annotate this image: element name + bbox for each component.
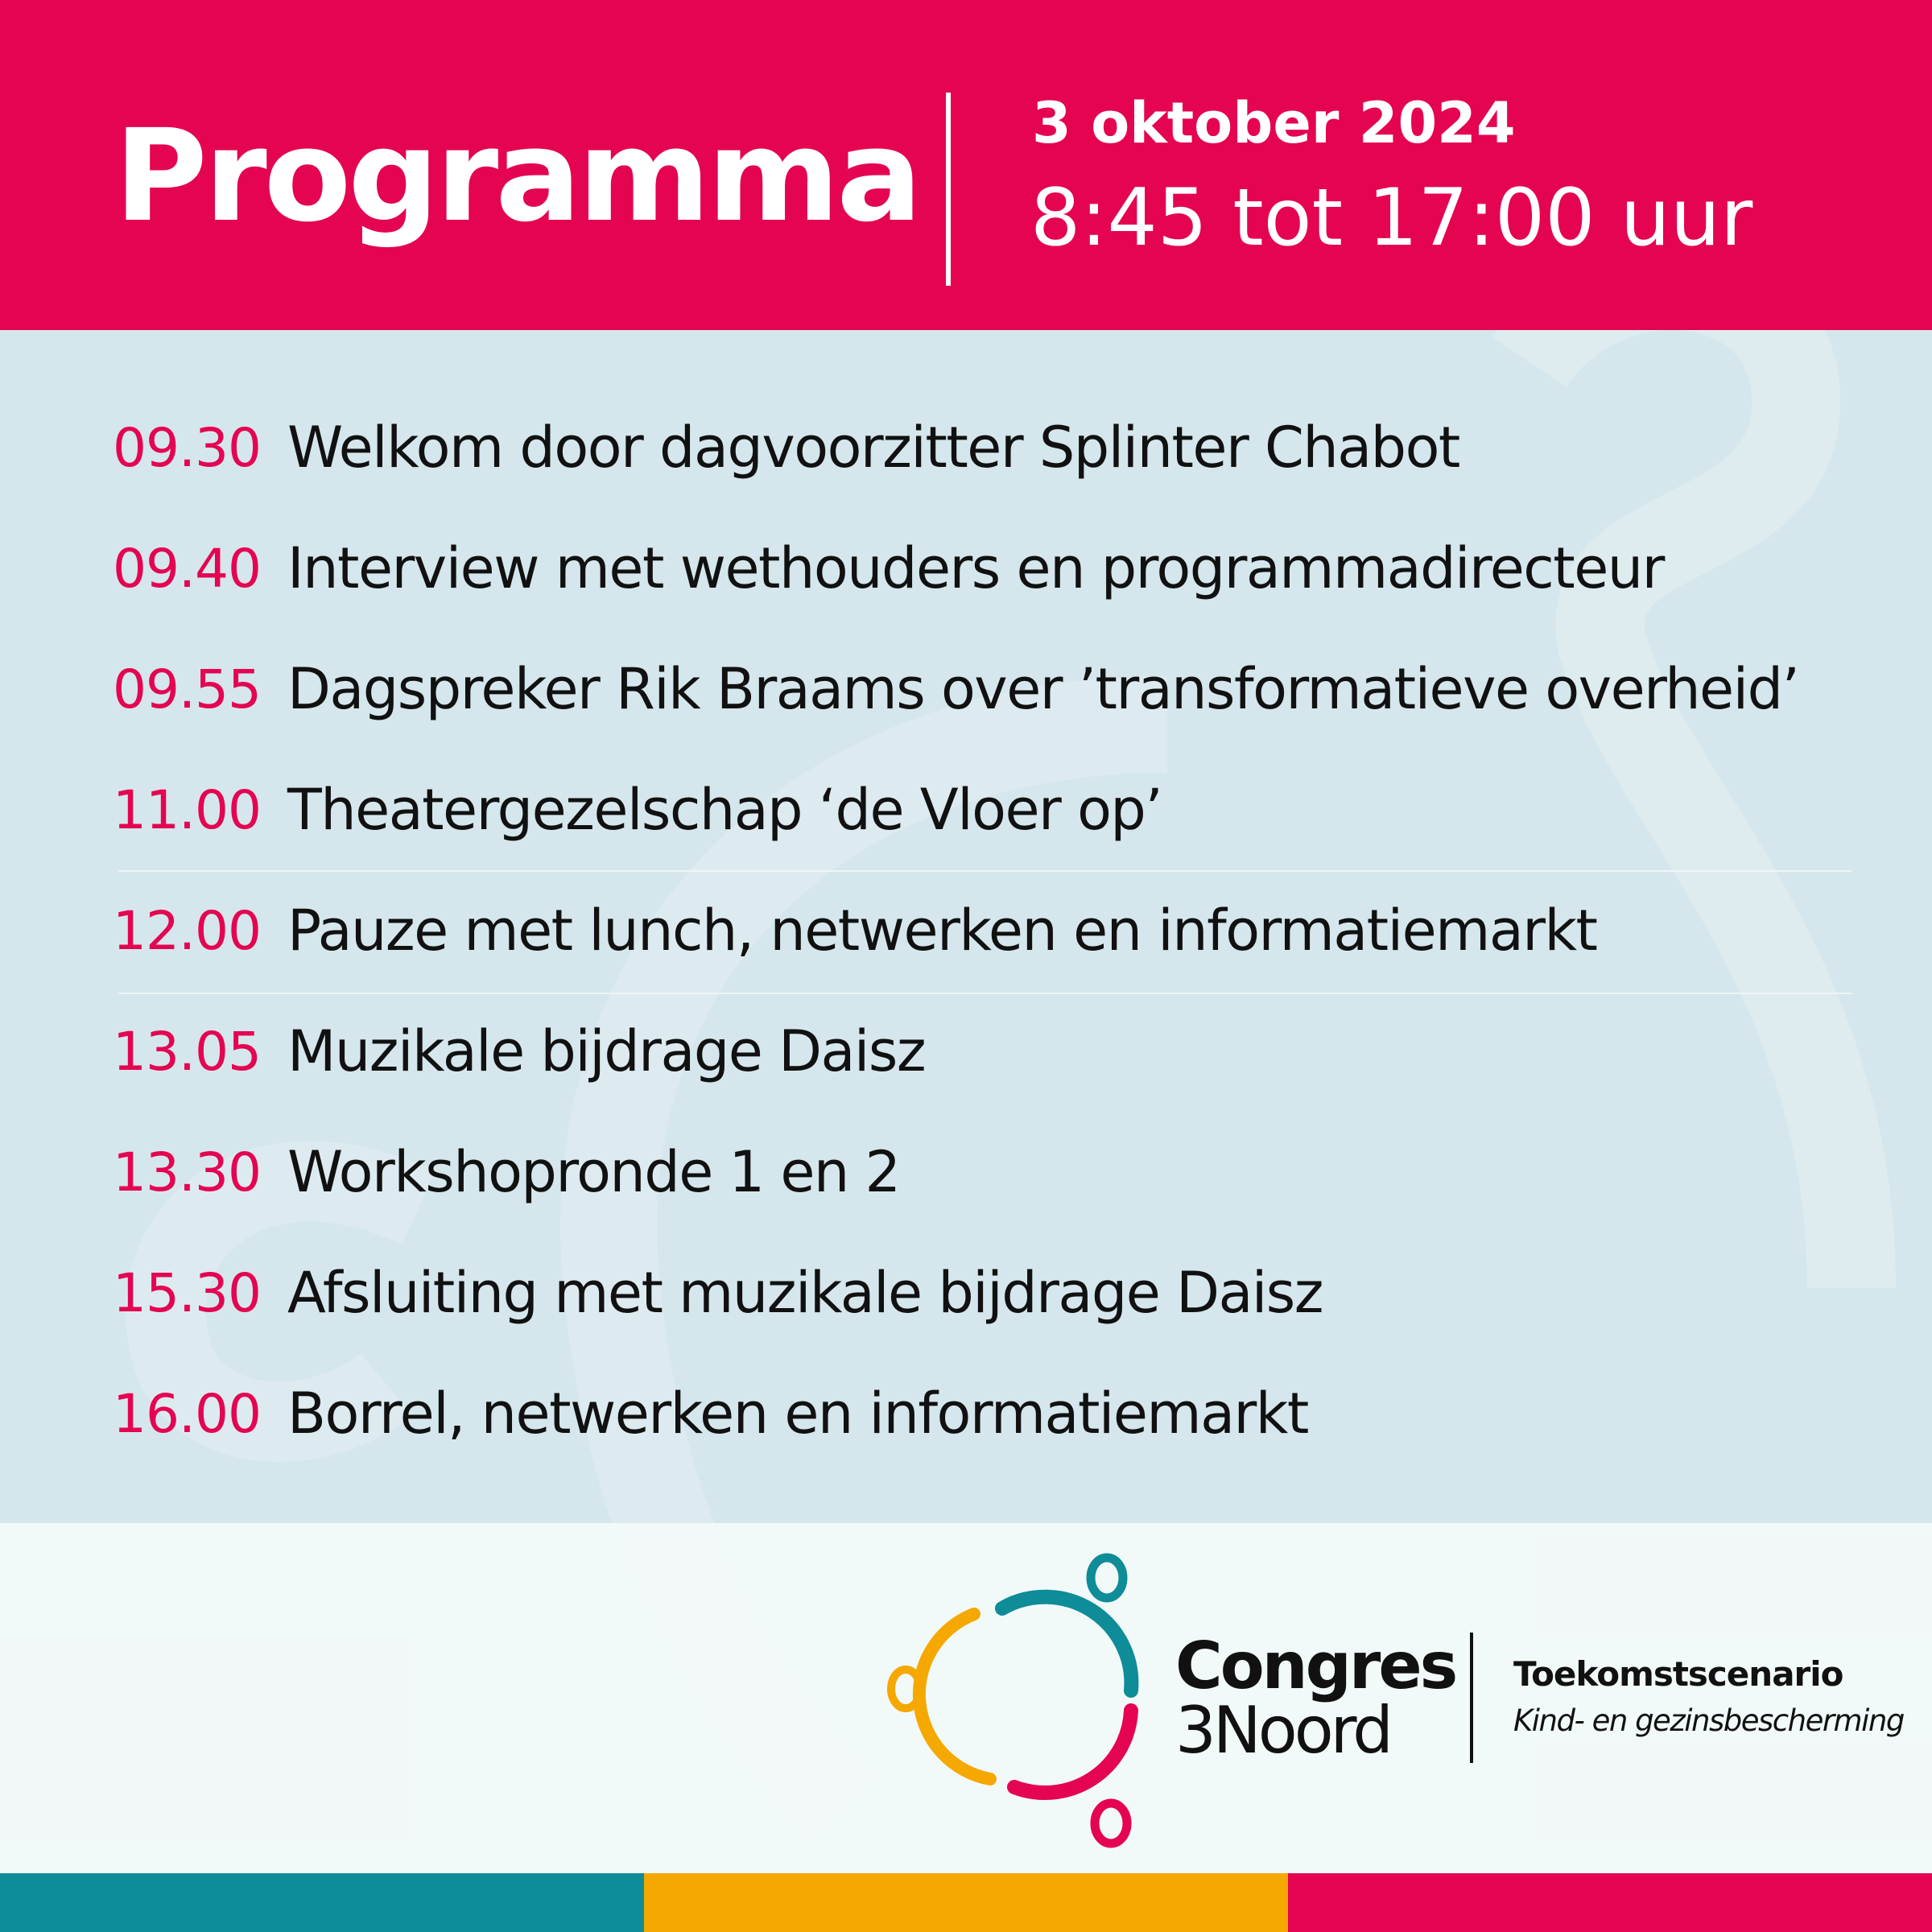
program-text: Afsluiting met muzikale bijdrage Daisz	[287, 1260, 1324, 1326]
program-time: 12.00	[113, 899, 262, 962]
congres-logo-icon	[887, 1553, 1139, 1848]
tagline-title: Toekomstscenario	[1513, 1654, 1843, 1694]
separator-line	[118, 993, 1852, 994]
program-text: Dagspreker Rik Braams over ’transformati…	[287, 656, 1800, 722]
program-text: Workshopronde 1 en 2	[287, 1139, 901, 1205]
program-item: 09.40 Interview met wethouders en program…	[0, 508, 1932, 629]
event-hours: 8:45 tot 17:00 uur	[1030, 172, 1753, 264]
event-date: 3 oktober 2024	[1032, 90, 1516, 156]
teal-bar	[0, 1873, 644, 1932]
program-time: 09.55	[113, 658, 262, 720]
program-item: 11.00 Theatergezelschap ‘de Vloer op’	[0, 749, 1932, 870]
program-item: 15.30 Afsluiting met muzikale bijdrage Da…	[0, 1232, 1932, 1353]
pink-bar	[1288, 1873, 1932, 1932]
program-text: Welkom door dagvoorzitter Splinter Chabo…	[287, 415, 1460, 481]
program-item: 09.30 Welkom door dagvoorzitter Splinter …	[0, 387, 1932, 508]
program-item: 16.00 Borrel, netwerken en informatiemark…	[0, 1353, 1932, 1474]
program-time: 13.30	[113, 1141, 262, 1203]
program-item: 12.00 Pauze met lunch, netwerken en infor…	[0, 870, 1932, 991]
page-title: Programma	[114, 102, 923, 250]
footer-panel	[0, 1523, 1932, 1873]
logo-text-congres: Congres	[1175, 1629, 1458, 1703]
program-item: 09.55 Dagspreker Rik Braams over ’transfo…	[0, 629, 1932, 749]
logo-divider	[1470, 1633, 1473, 1763]
program-text: Theatergezelschap ‘de Vloer op’	[287, 777, 1163, 843]
yellow-bar	[644, 1873, 1288, 1932]
separator-line	[118, 870, 1852, 872]
program-time: 15.30	[113, 1261, 262, 1324]
program-item: 13.05 Muzikale bijdrage Daisz	[0, 991, 1932, 1112]
program-time: 09.40	[113, 537, 262, 600]
program-time: 09.30	[113, 416, 262, 479]
program-text: Pauze met lunch, netwerken en informatie…	[287, 898, 1598, 964]
logo-text-3noord: 3Noord	[1175, 1693, 1393, 1768]
program-time: 16.00	[113, 1382, 262, 1445]
color-bars	[0, 1873, 1932, 1932]
header-divider	[946, 93, 951, 286]
program-text: Interview met wethouders en programmadir…	[287, 535, 1665, 601]
program-time: 13.05	[113, 1020, 262, 1083]
program-text: Muzikale bijdrage Daisz	[287, 1018, 927, 1084]
program-time: 11.00	[113, 778, 262, 841]
program-text: Borrel, netwerken en informatiemarkt	[287, 1381, 1309, 1447]
tagline-subtitle: Kind- en gezinsbescherming	[1513, 1703, 1905, 1738]
header-banner: Programma 3 oktober 2024 8:45 tot 17:00 …	[0, 0, 1932, 330]
program-item: 13.30 Workshopronde 1 en 2	[0, 1112, 1932, 1232]
